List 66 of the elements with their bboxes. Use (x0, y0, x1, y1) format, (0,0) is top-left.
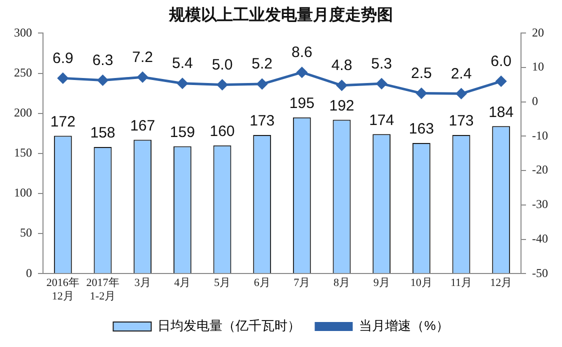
y2-tick-label: 10 (532, 60, 544, 74)
data-label: 7.2 (132, 48, 154, 66)
point (296, 67, 308, 78)
x-tick-label: 6月 (254, 277, 270, 290)
point (137, 72, 148, 82)
y-tick-label: 0 (26, 266, 32, 280)
y-tick-label: 50 (20, 226, 32, 240)
chart-title: 规模以上工业发电量月度走势图 (168, 5, 393, 24)
legend-label: 日均发电量（亿千瓦时） (158, 318, 301, 334)
data-label: 2.4 (450, 65, 472, 82)
data-label: 195 (289, 94, 314, 112)
point (58, 72, 68, 84)
y2-tick-label: 0 (532, 94, 538, 108)
legend-label: 当月增速（%） (359, 318, 449, 334)
y2-tick-label: -10 (532, 128, 548, 142)
x-tick-label: 3月 (134, 277, 151, 290)
y2-tick-label: -20 (532, 162, 548, 177)
x-tick-label: 8月 (334, 277, 350, 290)
y-tick-label: 200 (14, 105, 32, 120)
y2-tick-label: 20 (532, 25, 544, 40)
y-tick-label: 100 (14, 186, 32, 200)
x-tick-label: 11月 (450, 277, 472, 290)
x-tick-label: 7月 (294, 277, 310, 290)
data-label: 6.0 (490, 52, 512, 70)
data-label: 159 (170, 124, 195, 141)
data-label: 5.0 (212, 56, 233, 74)
x-tick-label: 2017年 1-2月 (86, 277, 120, 302)
y-tick-label: 300 (14, 25, 32, 40)
y2-tick-label: -30 (532, 197, 548, 212)
point (256, 78, 268, 90)
data-label: 167 (130, 117, 156, 134)
data-label: 163 (408, 120, 434, 138)
x-tick-label: 5月 (214, 277, 230, 290)
data-label: 184 (488, 104, 514, 121)
point (376, 78, 387, 89)
data-label: 173 (448, 112, 474, 130)
point (336, 80, 348, 91)
data-label: 5.4 (172, 54, 193, 72)
data-label: 8.6 (291, 44, 312, 61)
x-tick-label: 9月 (373, 277, 390, 290)
y2-tick-label: -40 (532, 231, 548, 246)
point (456, 88, 467, 99)
point (177, 78, 188, 89)
x-tick-label: 2016年 12月 (46, 277, 80, 302)
data-label: 6.3 (92, 52, 114, 69)
data-label: 5.3 (371, 55, 392, 72)
point (98, 75, 108, 86)
data-label: 158 (90, 124, 116, 142)
point (217, 79, 228, 90)
data-label: 174 (369, 112, 394, 129)
data-label: 172 (50, 113, 76, 130)
data-label: 192 (329, 97, 354, 114)
data-label: 6.9 (52, 50, 74, 67)
data-label: 173 (250, 112, 275, 130)
data-label: 5.2 (252, 56, 273, 73)
point (416, 88, 427, 99)
x-tick-label: 10月 (410, 277, 432, 290)
data-label: 160 (210, 123, 235, 140)
x-tick-label: 4月 (174, 277, 191, 290)
y-tick-label: 150 (14, 146, 32, 160)
x-tick-label: 12月 (490, 277, 512, 290)
point (496, 76, 506, 87)
y-tick-label: 250 (14, 65, 32, 80)
data-label: 4.8 (331, 57, 352, 74)
y2-tick-label: -50 (532, 266, 548, 280)
data-label: 2.5 (410, 64, 432, 82)
